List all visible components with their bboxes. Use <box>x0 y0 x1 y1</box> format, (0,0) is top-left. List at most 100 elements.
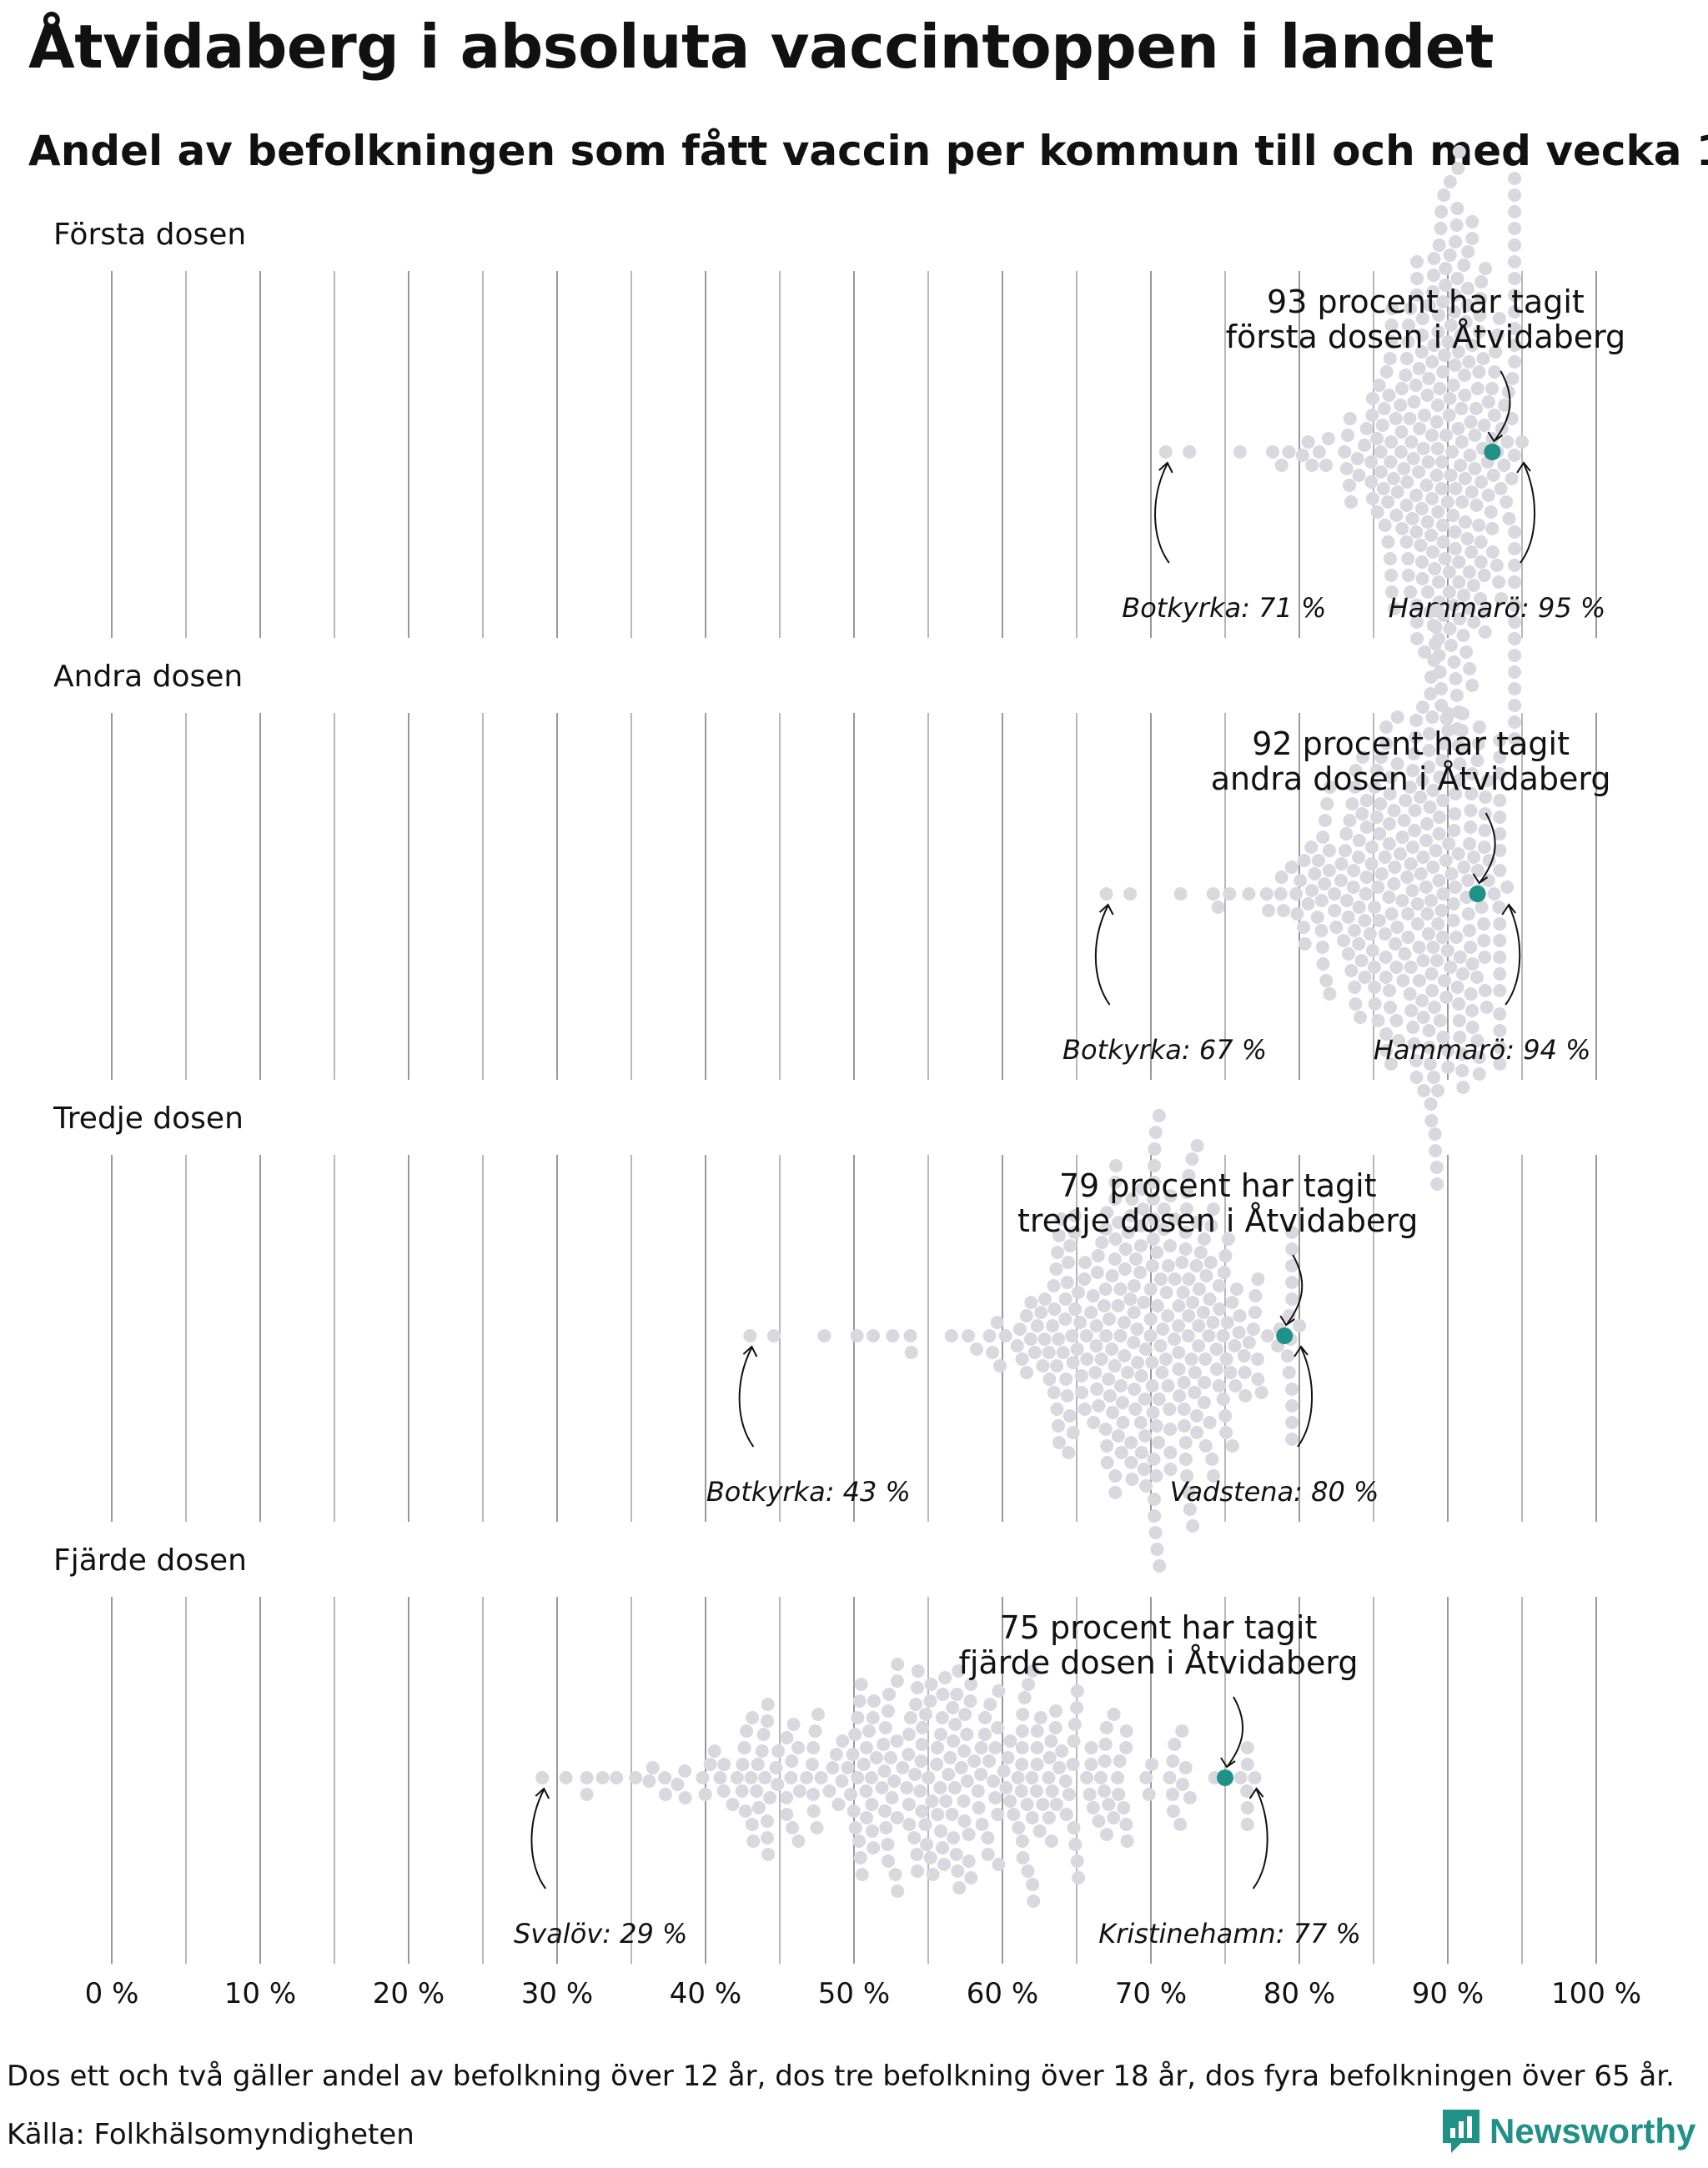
municipality-dot <box>1418 409 1432 422</box>
municipality-dot <box>1393 847 1407 861</box>
municipality-dot <box>1108 1252 1122 1266</box>
municipality-dot <box>1134 1446 1148 1459</box>
municipality-dot <box>1369 810 1384 824</box>
municipality-dot <box>1152 1393 1166 1406</box>
municipality-dot <box>1477 569 1491 582</box>
municipality-dot <box>1166 1804 1180 1818</box>
municipality-dot <box>923 1694 937 1708</box>
municipality-dot <box>1203 1292 1217 1306</box>
municipality-dot <box>1376 482 1390 495</box>
municipality-dot <box>867 1329 881 1342</box>
municipality-dot <box>1127 1336 1141 1349</box>
municipality-dot <box>1113 1379 1128 1393</box>
municipality-dot <box>1407 747 1421 760</box>
municipality-dot <box>1476 352 1490 365</box>
municipality-dot <box>1298 937 1312 951</box>
municipality-dot <box>1383 984 1396 997</box>
municipality-dot <box>1155 1366 1169 1379</box>
municipality-dot <box>716 1784 731 1798</box>
municipality-dot <box>1175 1724 1189 1738</box>
municipality-dot <box>1203 1416 1217 1429</box>
municipality-dot <box>1498 399 1512 412</box>
municipality-dot <box>1137 1463 1151 1476</box>
municipality-dot <box>1493 844 1507 857</box>
municipality-dot <box>1198 1352 1213 1366</box>
municipality-dot <box>848 1728 862 1741</box>
municipality-dot <box>1023 1332 1037 1346</box>
municipality-dot <box>1408 824 1422 837</box>
municipality-dot <box>887 1774 902 1788</box>
annotation-line: första dosen i Åtvidaberg <box>1226 319 1626 355</box>
municipality-dot <box>1478 625 1492 639</box>
municipality-dot <box>1508 172 1522 185</box>
x-tick-label: 70 % <box>1115 1977 1187 2010</box>
municipality-dot <box>1047 1302 1062 1316</box>
municipality-dot <box>1048 1721 1062 1734</box>
municipality-dot <box>853 1851 867 1864</box>
municipality-dot <box>1193 1282 1206 1296</box>
municipality-dot <box>1409 599 1424 612</box>
municipality-dot <box>1168 1272 1182 1286</box>
municipality-dot <box>1390 710 1404 724</box>
municipality-dot <box>865 1798 879 1811</box>
municipality-dot <box>1173 887 1188 901</box>
municipality-dot <box>933 1781 947 1794</box>
municipality-dot <box>890 1674 904 1688</box>
municipality-dot <box>844 1788 857 1801</box>
municipality-dot <box>1414 345 1429 359</box>
municipality-dot <box>1472 1051 1486 1064</box>
municipality-dot <box>1441 707 1455 720</box>
municipality-dot <box>1406 452 1420 465</box>
municipality-dot <box>1436 794 1450 807</box>
municipality-dot <box>934 1728 947 1741</box>
municipality-dot <box>1182 1329 1195 1342</box>
municipality-dot <box>1229 1282 1243 1296</box>
municipality-dot <box>1419 479 1434 492</box>
municipality-dot <box>1472 720 1486 734</box>
municipality-dot <box>978 1711 992 1724</box>
municipality-dot <box>1127 1306 1141 1319</box>
municipality-dot <box>851 1771 865 1784</box>
municipality-dot <box>1098 1738 1113 1751</box>
municipality-dot <box>1444 319 1458 332</box>
municipality-dot <box>1508 355 1522 369</box>
municipality-dot <box>1205 1453 1219 1466</box>
municipality-dot <box>1105 1269 1119 1282</box>
municipality-dot <box>1470 382 1484 395</box>
municipality-dot <box>1424 967 1439 981</box>
municipality-dot <box>1410 272 1424 285</box>
municipality-dot <box>1052 1332 1066 1346</box>
municipality-dot <box>698 1788 712 1801</box>
municipality-dot <box>1456 967 1469 981</box>
municipality-dot <box>1178 1419 1191 1433</box>
municipality-dot <box>1472 365 1486 379</box>
municipality-dot <box>1416 1011 1430 1024</box>
municipality-dot <box>1034 1306 1048 1319</box>
municipality-dot <box>1460 532 1474 545</box>
municipality-dot <box>1487 409 1501 422</box>
municipality-dot <box>1060 1389 1074 1403</box>
x-tick-label: 40 % <box>670 1977 741 2010</box>
municipality-dot <box>1108 1359 1122 1373</box>
municipality-dot <box>1111 1429 1125 1443</box>
municipality-dot <box>988 1791 1002 1804</box>
municipality-dot <box>1032 1824 1047 1838</box>
municipality-dot <box>904 1711 917 1724</box>
municipality-dot <box>1042 1346 1056 1359</box>
municipality-dot <box>1189 1409 1203 1423</box>
municipality-dot <box>1316 831 1330 844</box>
municipality-dot <box>1508 222 1522 235</box>
municipality-dot <box>1159 1352 1173 1366</box>
municipality-dot <box>1148 1526 1163 1539</box>
municipality-dot <box>1090 1266 1104 1279</box>
municipality-dot <box>1173 1818 1188 1831</box>
municipality-dot <box>1139 1479 1153 1493</box>
municipality-dot <box>881 1838 895 1851</box>
municipality-dot <box>1358 914 1372 927</box>
municipality-dot <box>890 1811 904 1824</box>
municipality-dot <box>1436 737 1450 750</box>
municipality-dot <box>1493 810 1507 824</box>
max-label: Hammarö: 94 % <box>1374 1034 1591 1066</box>
municipality-dot <box>1133 1266 1147 1279</box>
municipality-dot <box>1406 841 1419 854</box>
